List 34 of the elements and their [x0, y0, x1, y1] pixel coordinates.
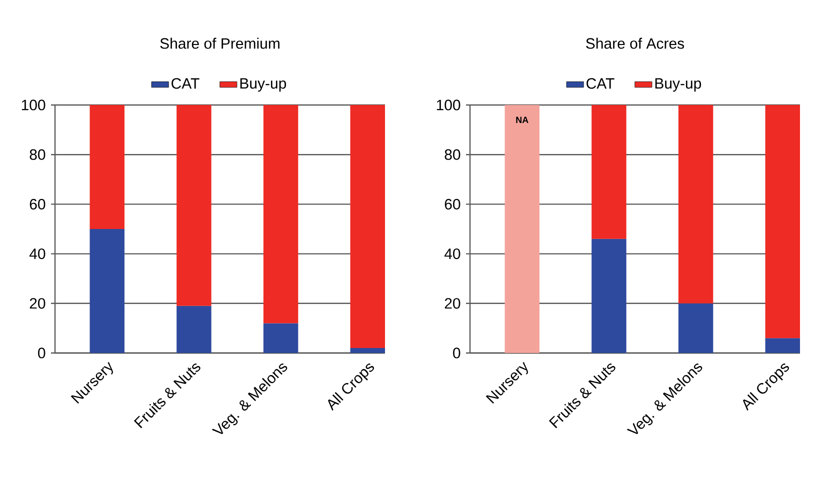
y-tick-label: 80	[444, 149, 460, 160]
legend-label: Buy-up	[240, 78, 286, 92]
bar	[678, 104, 714, 304]
bar	[592, 104, 626, 239]
bar	[263, 104, 298, 324]
y-tick-label: 40	[29, 248, 46, 260]
legend-label: CAT	[172, 78, 200, 89]
y-tick-label: 40	[444, 248, 460, 260]
bar	[350, 348, 385, 353]
y-tick-label: 100	[436, 100, 460, 110]
bar	[263, 323, 298, 353]
bar	[350, 104, 385, 348]
chart-title: Share of Premium	[160, 38, 280, 49]
bar	[176, 306, 212, 353]
bar	[765, 338, 800, 353]
y-tick-label: 0	[38, 348, 46, 358]
bar	[90, 228, 124, 353]
annotation: NA	[516, 116, 528, 123]
bar	[90, 104, 124, 229]
y-tick-label: 100	[22, 100, 46, 110]
y-tick-label: 60	[444, 198, 460, 210]
bar	[765, 104, 800, 338]
bar	[504, 104, 540, 353]
bar	[176, 104, 212, 306]
y-tick-label: 60	[30, 198, 46, 210]
legend-label: CAT	[586, 78, 614, 89]
y-tick-label: 20	[30, 298, 46, 309]
chart-title: Share of Acres	[586, 38, 684, 49]
y-tick-label: 80	[30, 149, 46, 160]
bar	[592, 238, 626, 353]
y-tick-label: 0	[453, 348, 460, 358]
bar	[678, 303, 714, 353]
y-tick-label: 20	[444, 298, 460, 309]
legend-label: Buy-up	[655, 78, 702, 92]
